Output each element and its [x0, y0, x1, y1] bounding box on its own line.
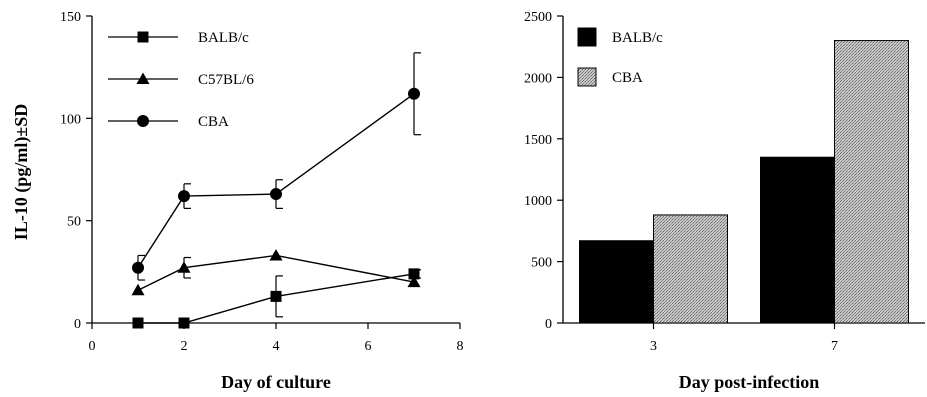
- series-line: [137, 254, 415, 291]
- data-point-circle: [408, 87, 420, 100]
- left-x-tick-label: 8: [457, 339, 464, 354]
- left-y-tick-label: 50: [67, 215, 81, 230]
- legend-label: CBA: [612, 70, 643, 86]
- data-point-triangle: [407, 275, 421, 288]
- data-point-triangle: [269, 248, 283, 261]
- legend-marker-triangle: [136, 72, 150, 84]
- legend-marker-square: [137, 31, 149, 43]
- right-x-tick-label: 3: [650, 339, 657, 354]
- series-circle: [132, 52, 421, 281]
- right-x-tick-label: 7: [831, 339, 838, 354]
- bar-balb-c-day-7: [760, 156, 835, 324]
- data-point-circle: [132, 261, 144, 274]
- left-x-tick-label: 6: [365, 339, 372, 354]
- data-point-circle: [178, 190, 190, 203]
- left-legend: BALB/c C57BL/6 CBA: [108, 30, 254, 130]
- legend-label: BALB/c: [198, 30, 249, 46]
- legend-label: BALB/c: [612, 30, 663, 46]
- series-line: [137, 93, 415, 269]
- legend-entry: BALB/c: [577, 27, 663, 47]
- data-point-square: [132, 317, 144, 329]
- left-x-axis-title: Day of culture: [221, 372, 331, 392]
- left-y-axis-title: IL-10 (pg/ml)±SD: [11, 104, 32, 240]
- bar-cba-day-7: [834, 40, 909, 324]
- series-square: [132, 268, 421, 329]
- left-x-tick-label: 0: [89, 339, 96, 354]
- right-x-axis-title: Day post-infection: [679, 372, 820, 392]
- right-y-tick-label: 2000: [524, 71, 552, 86]
- series-line: [138, 273, 415, 324]
- right-y-tick-label: 1500: [524, 133, 552, 148]
- legend-marker-circle: [137, 115, 149, 127]
- right-bars: [579, 40, 909, 324]
- legend-entry: CBA: [577, 67, 643, 87]
- right-y-ticks: 0 500 1000 1500 2000 2500: [524, 10, 563, 332]
- left-y-tick-label: 0: [74, 317, 81, 332]
- left-x-tick-label: 4: [273, 339, 280, 354]
- left-x-ticks: 0 2 4 6 8: [89, 323, 464, 354]
- data-point-circle: [270, 188, 282, 201]
- left-y-tick-label: 150: [60, 10, 81, 25]
- legend-entry: BALB/c: [108, 30, 249, 46]
- right-y-tick-label: 1000: [524, 194, 552, 209]
- left-series: [131, 52, 421, 329]
- bar-cba-day-3: [653, 214, 728, 324]
- data-point-triangle: [177, 261, 191, 273]
- left-y-ticks: 0 50 100 150: [60, 10, 92, 332]
- data-point-square: [408, 268, 420, 280]
- left-line-chart: 0 50 100 150 0 2 4 6 8 BALB/c C57BL/6 CBA IL-10 (…: [11, 10, 464, 392]
- legend-label: CBA: [198, 114, 229, 130]
- data-point-square: [270, 290, 282, 302]
- right-y-tick-label: 500: [531, 256, 552, 271]
- legend-entry: C57BL/6: [108, 72, 254, 88]
- legend-swatch: [577, 67, 597, 87]
- legend-label: C57BL/6: [198, 72, 254, 88]
- series-triangle: [131, 248, 421, 296]
- data-point-triangle: [131, 283, 145, 296]
- data-point-square: [178, 317, 190, 329]
- legend-swatch: [577, 27, 597, 47]
- right-y-tick-label: 0: [545, 317, 552, 332]
- right-y-tick-label: 2500: [524, 10, 552, 25]
- right-legend: BALB/c CBA: [577, 27, 663, 87]
- bar-balb-c-day-3: [579, 240, 654, 324]
- left-y-tick-label: 100: [60, 112, 81, 127]
- legend-entry: CBA: [108, 114, 229, 130]
- left-x-tick-label: 2: [181, 339, 188, 354]
